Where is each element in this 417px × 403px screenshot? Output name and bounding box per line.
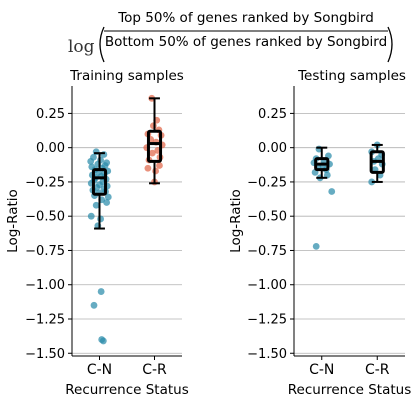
data-point bbox=[87, 212, 95, 220]
y-tick-label: −0.50 bbox=[25, 210, 65, 225]
data-point bbox=[152, 167, 160, 175]
y-tick-label: −1.50 bbox=[25, 347, 65, 362]
chart-title: Training samples bbox=[69, 68, 184, 84]
y-tick-label: −1.25 bbox=[25, 312, 65, 327]
training-panel: 0.25 0.00 −0.25 −0.50 −0.75 −1.00 −1.25 −1.50 C-… bbox=[5, 68, 189, 398]
data-point bbox=[97, 215, 104, 223]
left-paren bbox=[99, 26, 105, 63]
box-rect bbox=[91, 168, 108, 196]
data-point bbox=[92, 201, 100, 209]
y-tick-label: −0.25 bbox=[25, 175, 65, 190]
data-point bbox=[148, 149, 156, 157]
data-point bbox=[103, 199, 111, 206]
y-tick-label: 0.25 bbox=[36, 107, 65, 122]
data-point bbox=[144, 164, 152, 172]
data-point bbox=[90, 301, 98, 309]
denominator-text: Bottom 50% of genes ranked by Songbird bbox=[105, 34, 387, 50]
figure-header: log Top 50% of genes ranked by Songbird … bbox=[68, 10, 393, 63]
x-tick-label: C-R bbox=[365, 362, 390, 378]
x-axis-label: Recurrence Status bbox=[288, 382, 412, 398]
right-paren bbox=[387, 26, 393, 63]
data-point bbox=[328, 188, 336, 195]
data-point bbox=[87, 157, 95, 165]
chart-title: Testing samples bbox=[297, 68, 406, 84]
x-axis-label: Recurrence Status bbox=[65, 382, 189, 398]
data-point bbox=[323, 171, 331, 179]
y-tick-label: −1.00 bbox=[247, 278, 287, 293]
y-tick-label: −1.00 bbox=[25, 278, 65, 293]
y-axis-label: Log-Ratio bbox=[228, 189, 244, 253]
y-tick-label: −0.75 bbox=[25, 244, 65, 259]
y-tick-label: 0.00 bbox=[36, 141, 65, 156]
box-rect bbox=[146, 129, 163, 163]
y-axis-label: Log-Ratio bbox=[5, 189, 21, 253]
log-label: log bbox=[68, 37, 95, 57]
testing-panel: 0.25 0.00 −0.25 −0.50 −0.75 −1.00 −1.25 −1.50 C-… bbox=[228, 68, 411, 398]
y-tick-label: 0.25 bbox=[258, 107, 287, 122]
x-tick-label: C-N bbox=[309, 362, 334, 378]
y-tick-label: −0.50 bbox=[247, 210, 287, 225]
data-point bbox=[150, 122, 157, 130]
data-point bbox=[312, 242, 320, 250]
data-point bbox=[104, 193, 112, 201]
y-tick-label: −0.75 bbox=[247, 244, 287, 259]
x-tick-label: C-R bbox=[142, 362, 167, 378]
data-point bbox=[99, 337, 107, 345]
data-point bbox=[368, 178, 376, 186]
y-tick-label: −0.25 bbox=[247, 175, 287, 190]
y-tick-label: 0.00 bbox=[258, 141, 287, 156]
x-tick-label: C-N bbox=[87, 362, 112, 378]
numerator-text: Top 50% of genes ranked by Songbird bbox=[117, 10, 374, 26]
data-point bbox=[156, 162, 163, 169]
data-point bbox=[97, 288, 105, 295]
y-tick-label: −1.25 bbox=[247, 312, 287, 327]
y-tick-label: −1.50 bbox=[247, 347, 287, 362]
